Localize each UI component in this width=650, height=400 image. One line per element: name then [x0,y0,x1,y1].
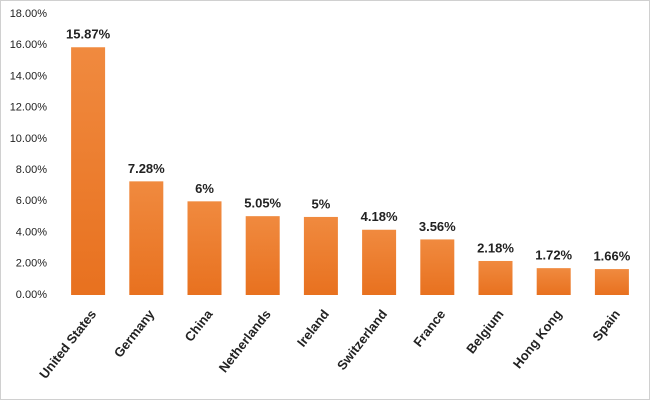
y-tick-label: 8.00% [16,164,47,176]
value-label: 7.28% [128,161,165,176]
y-tick-label: 2.00% [16,258,47,270]
y-tick-label: 16.00% [10,39,48,51]
value-label: 2.18% [477,240,514,255]
value-label: 15.87% [66,27,111,42]
bar [536,268,571,295]
value-label: 5% [312,196,331,211]
bar [129,181,164,295]
y-tick-label: 4.00% [16,226,47,238]
bar [245,216,280,295]
bar [362,229,397,295]
bar [594,269,629,295]
value-label: 1.72% [535,248,572,263]
y-tick-label: 6.00% [16,195,47,207]
bar [71,47,106,296]
value-label: 5.05% [244,196,281,211]
y-tick-label: 12.00% [10,102,48,114]
value-label: 4.18% [361,209,398,224]
y-tick-label: 18.00% [10,8,48,20]
bar [420,239,455,295]
bar [478,260,513,295]
bar [187,201,222,295]
y-tick-label: 14.00% [10,70,48,82]
y-tick-label: 0.00% [16,289,47,301]
bar [303,216,338,295]
value-label: 6% [195,181,214,196]
y-tick-label: 10.00% [10,133,48,145]
value-label: 1.66% [593,249,630,264]
value-label: 3.56% [419,219,456,234]
